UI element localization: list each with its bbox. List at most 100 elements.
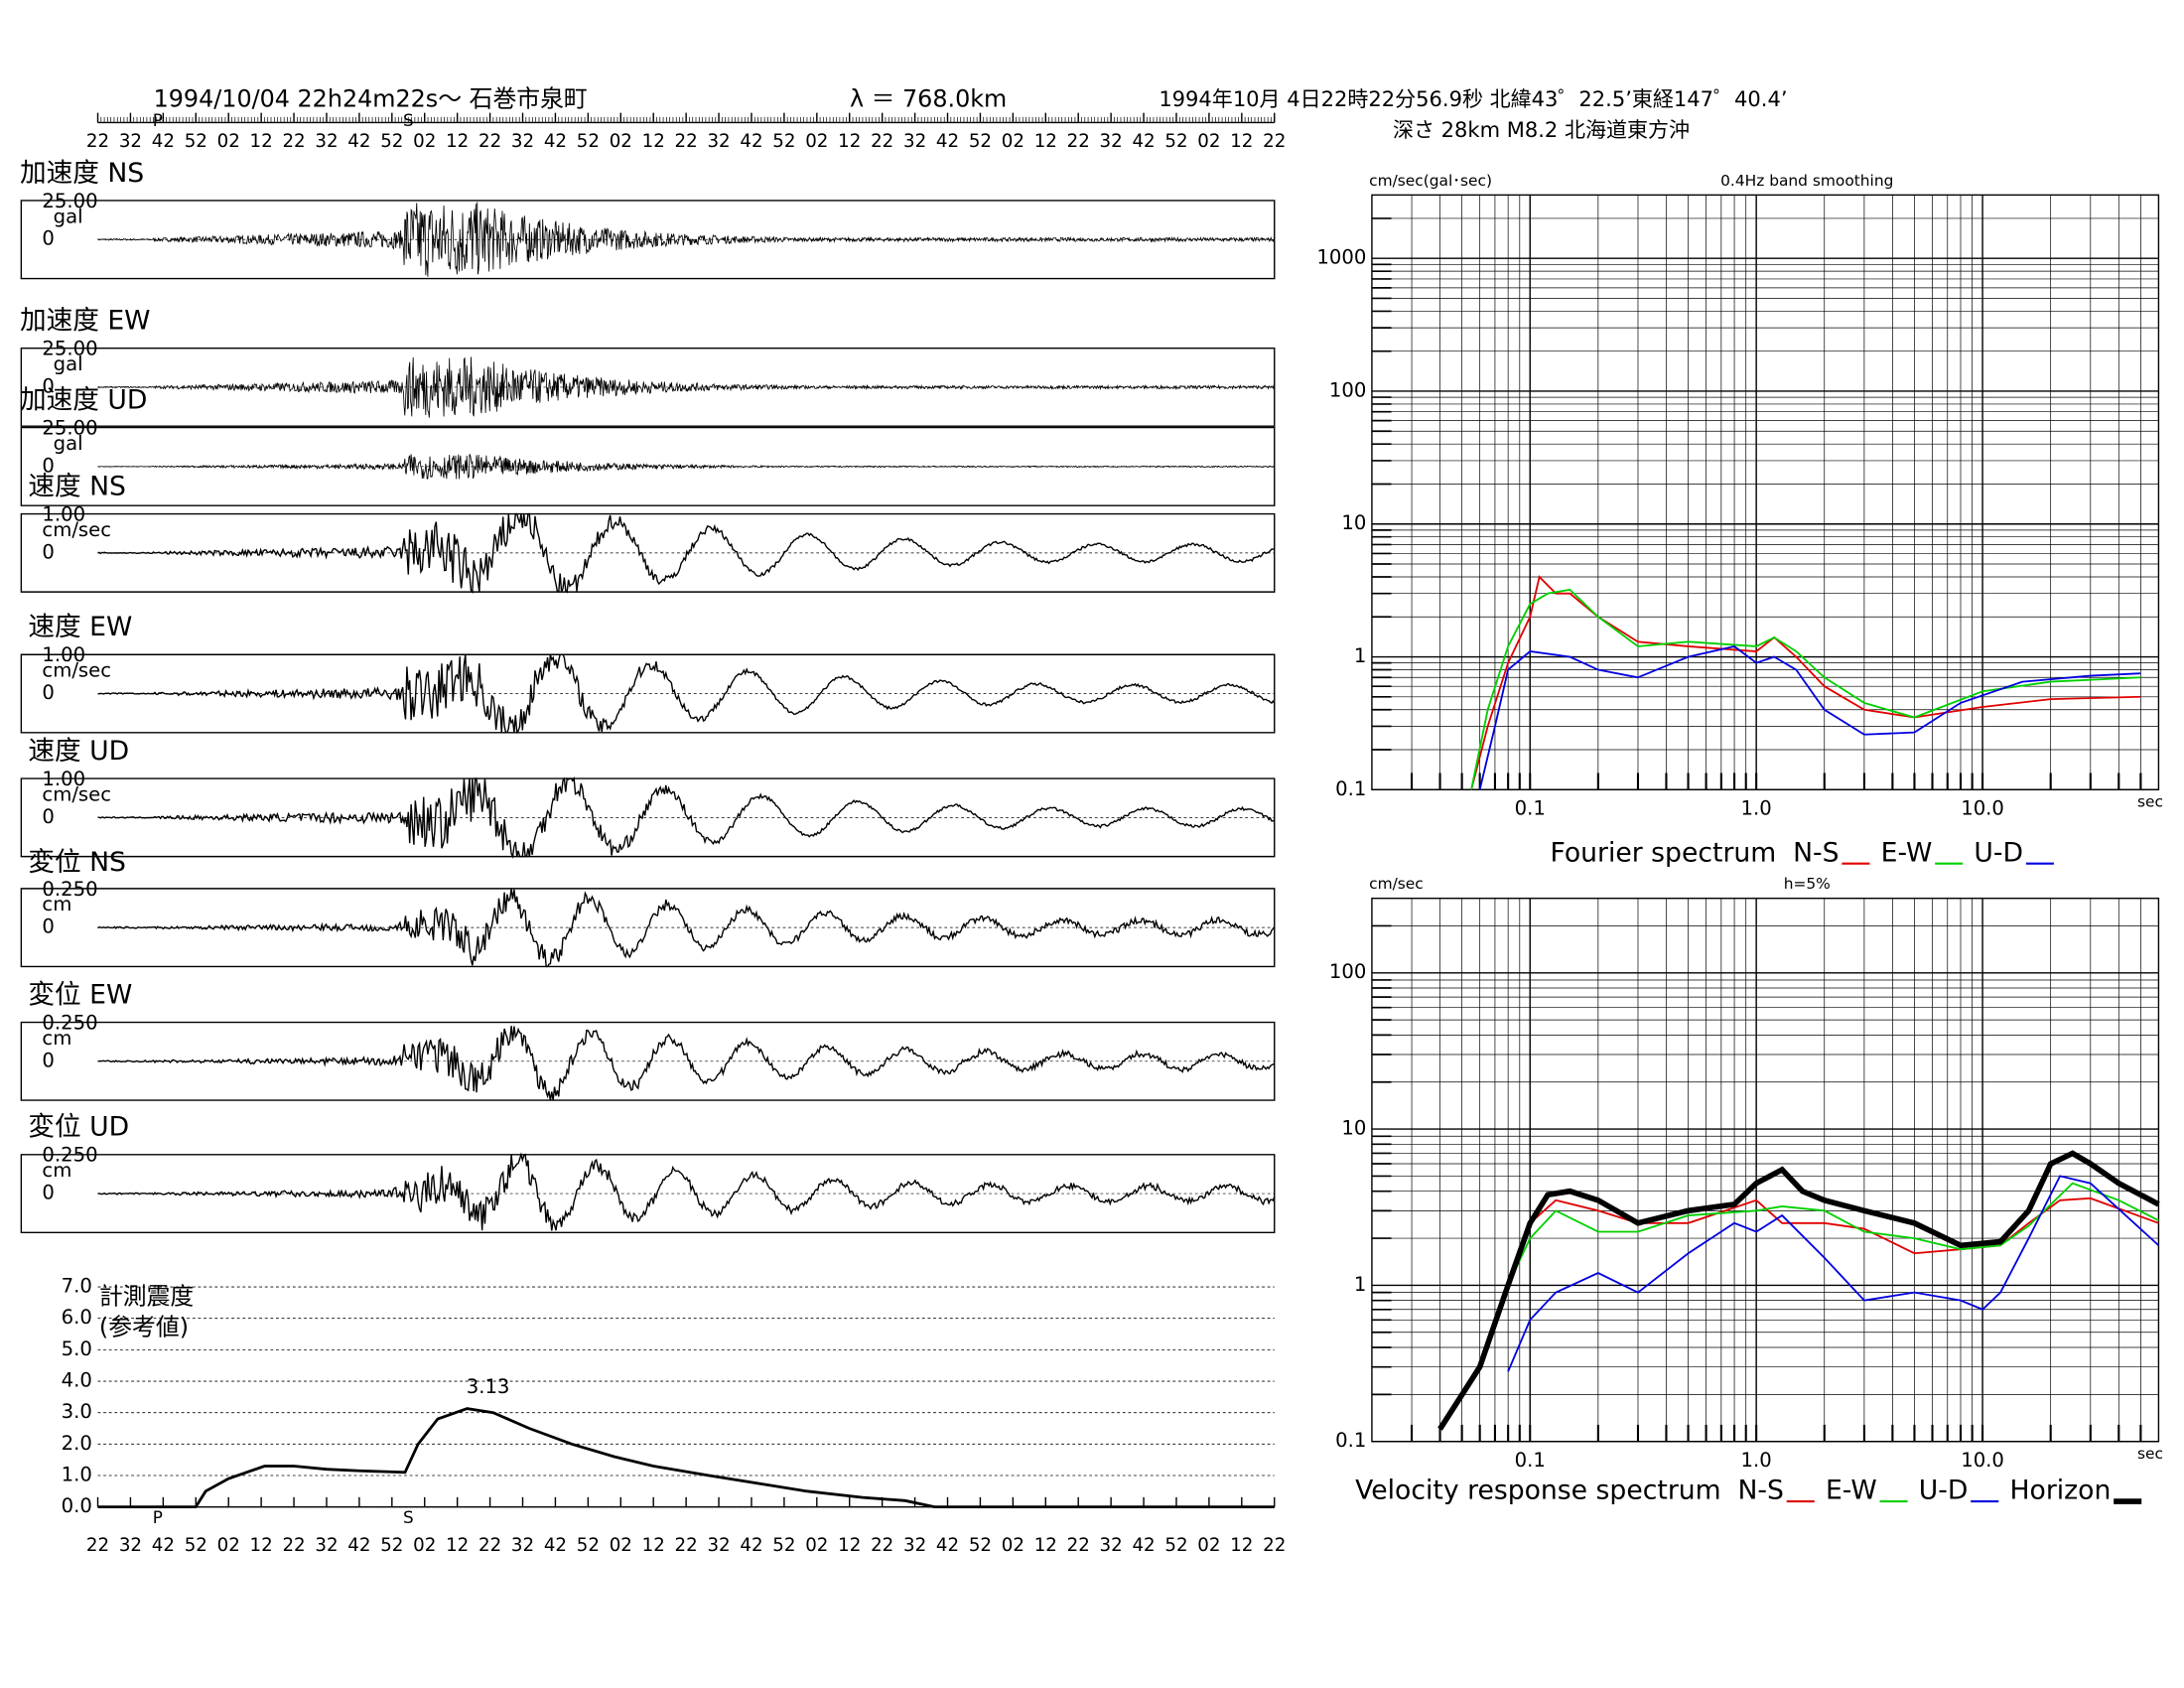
time-label: 02 (805, 131, 828, 152)
y-tick-label: 2.0 (62, 1432, 92, 1455)
legend-title: Velocity response spectrum (1355, 1476, 1721, 1506)
time-label: 02 (1197, 131, 1220, 152)
time-label: 22 (871, 131, 893, 152)
waveform (97, 1152, 1276, 1231)
time-label: 12 (838, 1535, 861, 1556)
time-label: 12 (838, 131, 861, 152)
time-label: 12 (1230, 131, 1253, 152)
trace-unit: gal (54, 205, 83, 227)
trace-unit: cm (42, 893, 71, 915)
y-tick-label: 4.0 (62, 1369, 92, 1392)
time-label: 52 (577, 1535, 600, 1556)
time-label: 12 (642, 1535, 665, 1556)
trace-label: 変位 NS (28, 847, 126, 878)
trace-zero: 0 (42, 681, 55, 704)
waveform (97, 775, 1275, 859)
trace-frame (20, 512, 1276, 593)
trace-scale: 1.00 (42, 502, 85, 525)
trace-scale: 25.00 (42, 190, 97, 212)
time-label: 22 (1067, 1535, 1090, 1556)
time-label: 22 (478, 1535, 501, 1556)
y-tick-label: 10 (1341, 511, 1366, 534)
y-tick-label: 10 (1341, 1117, 1366, 1140)
time-label: 42 (936, 1535, 959, 1556)
trace-label: 加速度 EW (20, 306, 151, 337)
x-tick-label: 1.0 (1741, 796, 1772, 819)
trace-label: 変位 EW (28, 979, 132, 1010)
trace-frame (20, 888, 1276, 968)
legend-label: Horizon (2009, 1476, 2111, 1506)
time-label: 42 (1132, 131, 1155, 152)
y-tick-label: 3.0 (62, 1400, 92, 1423)
trace-frame (20, 777, 1276, 858)
trace-zero: 0 (42, 915, 55, 938)
time-label: 42 (347, 131, 370, 152)
trace-label: 速度 EW (28, 612, 132, 642)
source: 深さ 28km M8.2 北海道東方沖 (1393, 117, 1690, 142)
time-label: 02 (217, 1535, 240, 1556)
x-tick-label: 0.1 (1515, 1449, 1546, 1472)
time-label: 22 (675, 1535, 698, 1556)
time-label: 42 (544, 131, 567, 152)
intensity-line (97, 1407, 1275, 1509)
trace-label: 速度 NS (28, 471, 126, 501)
time-label: 02 (610, 1535, 632, 1556)
waveform (97, 356, 1276, 418)
legend-label: E-W (1881, 837, 1933, 868)
time-label: 22 (86, 131, 109, 152)
y-tick-label: 100 (1329, 378, 1366, 401)
trace-unit: gal (54, 432, 83, 455)
time-label: 32 (707, 1535, 730, 1556)
time-label: 42 (936, 131, 959, 152)
time-label: 32 (511, 1535, 534, 1556)
trace-zero: 0 (42, 805, 55, 828)
trace-unit: cm/sec (42, 782, 111, 805)
legend-label: N-S (1737, 1476, 1783, 1506)
time-label: 52 (969, 1535, 992, 1556)
x-tick-label: 1.0 (1741, 1449, 1772, 1472)
time-label: 12 (250, 131, 273, 152)
time-label: 42 (152, 131, 175, 152)
legend-label: E-W (1826, 1476, 1877, 1506)
phase-mark: P (153, 110, 163, 130)
time-label: 22 (1263, 1535, 1286, 1556)
time-label: 52 (185, 1535, 207, 1556)
time-label: 52 (380, 131, 403, 152)
trace-zero: 0 (42, 1049, 55, 1071)
waveform (97, 512, 1276, 595)
y-tick-label: 5.0 (62, 1337, 92, 1360)
time-label: 22 (1263, 131, 1286, 152)
time-label: 02 (805, 1535, 828, 1556)
time-label: 32 (315, 131, 338, 152)
phase-mark: S (403, 110, 414, 130)
spectrum-line (1470, 588, 2141, 790)
trace-scale: 0.250 (42, 1011, 97, 1034)
waveform (97, 888, 1276, 968)
trace-scale: 1.00 (42, 768, 85, 790)
time-label: 32 (903, 1535, 926, 1556)
trace-label: 速度 UD (28, 736, 129, 767)
phase-mark: P (153, 1507, 163, 1527)
spectrum-line (1507, 1175, 2160, 1372)
trace-zero: 0 (42, 374, 55, 397)
time-label: 02 (217, 131, 240, 152)
time-label: 32 (1100, 1535, 1123, 1556)
origin: 1994年10月 4日22時22分56.9秒 北緯43゜22.5’東経147゜4… (1159, 86, 1787, 111)
trace-zero: 0 (42, 1182, 55, 1204)
time-label: 02 (1197, 1535, 1220, 1556)
time-label: 52 (1164, 1535, 1187, 1556)
y-tick-label: 0.1 (1335, 1429, 1366, 1452)
trace-scale: 0.250 (42, 1144, 97, 1167)
y-tick-label: 1.0 (62, 1463, 92, 1485)
time-label: 52 (577, 131, 600, 152)
y-tick-label: 1 (1354, 1273, 1367, 1296)
legend-label: U-D (1974, 837, 2023, 868)
spectrum-line (1507, 1196, 2159, 1286)
time-label: 32 (903, 131, 926, 152)
time-label: 12 (446, 131, 469, 152)
time-label: 12 (642, 131, 665, 152)
legend-title: Fourier spectrum (1550, 837, 1776, 868)
chart-title: h=5% (1784, 875, 1831, 893)
y-unit: cm/sec (1369, 875, 1424, 893)
